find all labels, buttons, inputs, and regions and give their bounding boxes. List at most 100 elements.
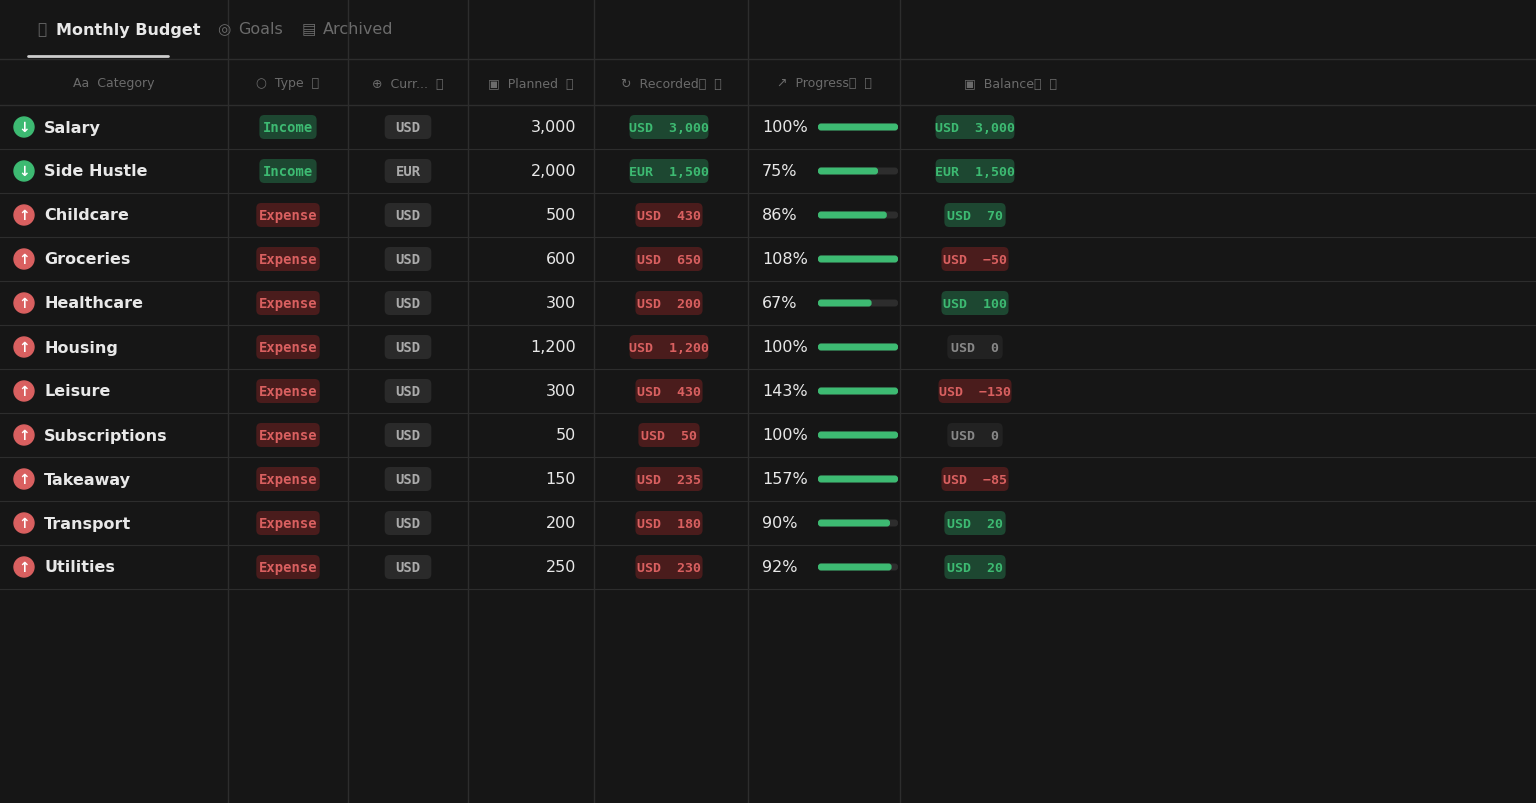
FancyBboxPatch shape (636, 247, 702, 271)
FancyBboxPatch shape (819, 300, 899, 307)
FancyBboxPatch shape (636, 380, 702, 403)
Text: Goals: Goals (238, 22, 283, 38)
Text: USD  1,200: USD 1,200 (630, 341, 710, 354)
Text: USD  20: USD 20 (948, 560, 1003, 574)
Text: ○  Type  ⓘ: ○ Type ⓘ (257, 77, 319, 91)
Text: Expense: Expense (258, 209, 318, 222)
Text: Monthly Budget: Monthly Budget (55, 22, 201, 38)
Text: Side Hustle: Side Hustle (45, 165, 147, 179)
Circle shape (14, 470, 34, 489)
Text: USD: USD (395, 296, 421, 311)
FancyBboxPatch shape (636, 512, 702, 536)
FancyBboxPatch shape (257, 467, 319, 491)
Text: Expense: Expense (258, 429, 318, 442)
Text: USD  −50: USD −50 (943, 253, 1008, 266)
Text: Expense: Expense (258, 340, 318, 355)
Circle shape (14, 513, 34, 533)
Text: ◎: ◎ (218, 22, 230, 38)
Text: ↻  Recorded✨  ⓘ: ↻ Recorded✨ ⓘ (621, 77, 722, 91)
FancyBboxPatch shape (384, 556, 432, 579)
FancyBboxPatch shape (636, 467, 702, 491)
Text: 90%: 90% (762, 516, 797, 531)
Text: USD  0: USD 0 (951, 341, 998, 354)
FancyBboxPatch shape (945, 512, 1006, 536)
FancyBboxPatch shape (819, 169, 899, 175)
FancyBboxPatch shape (819, 520, 889, 527)
Text: Expense: Expense (258, 296, 318, 311)
Text: Salary: Salary (45, 120, 101, 136)
FancyBboxPatch shape (630, 116, 708, 140)
Text: 100%: 100% (762, 120, 808, 136)
Text: 157%: 157% (762, 472, 808, 487)
Text: 2,000: 2,000 (530, 165, 576, 179)
Text: Transport: Transport (45, 516, 131, 531)
FancyBboxPatch shape (819, 344, 899, 351)
FancyBboxPatch shape (384, 423, 432, 447)
Text: ↓: ↓ (18, 165, 29, 179)
FancyBboxPatch shape (819, 124, 899, 132)
Text: Expense: Expense (258, 253, 318, 267)
FancyBboxPatch shape (384, 204, 432, 228)
Text: USD: USD (395, 209, 421, 222)
Circle shape (14, 206, 34, 226)
FancyBboxPatch shape (819, 388, 899, 395)
Text: USD  430: USD 430 (637, 210, 700, 222)
FancyBboxPatch shape (384, 291, 432, 316)
Text: USD: USD (395, 120, 421, 135)
Text: USD: USD (395, 429, 421, 442)
Text: ▣  Planned  ⓘ: ▣ Planned ⓘ (488, 77, 574, 91)
FancyBboxPatch shape (819, 169, 879, 175)
FancyBboxPatch shape (819, 564, 891, 571)
Text: USD: USD (395, 385, 421, 398)
Text: USD: USD (395, 560, 421, 574)
Text: Expense: Expense (258, 560, 318, 574)
Circle shape (14, 118, 34, 138)
FancyBboxPatch shape (819, 344, 899, 351)
Text: USD  100: USD 100 (943, 297, 1008, 310)
FancyBboxPatch shape (260, 116, 316, 140)
FancyBboxPatch shape (630, 336, 708, 360)
Text: 50: 50 (556, 428, 576, 443)
FancyBboxPatch shape (257, 291, 319, 316)
FancyBboxPatch shape (948, 423, 1003, 447)
FancyBboxPatch shape (384, 380, 432, 403)
Text: Subscriptions: Subscriptions (45, 428, 167, 443)
FancyBboxPatch shape (819, 432, 899, 439)
Text: Expense: Expense (258, 472, 318, 487)
FancyBboxPatch shape (819, 256, 899, 263)
Text: USD  200: USD 200 (637, 297, 700, 310)
Text: 📅: 📅 (37, 22, 46, 38)
Text: EUR  1,500: EUR 1,500 (935, 165, 1015, 178)
Text: USD  50: USD 50 (641, 429, 697, 442)
FancyBboxPatch shape (384, 512, 432, 536)
FancyBboxPatch shape (639, 423, 699, 447)
Text: EUR  1,500: EUR 1,500 (630, 165, 710, 178)
Text: Childcare: Childcare (45, 208, 129, 223)
FancyBboxPatch shape (942, 247, 1009, 271)
FancyBboxPatch shape (260, 160, 316, 184)
FancyBboxPatch shape (636, 556, 702, 579)
Text: Income: Income (263, 120, 313, 135)
Text: USD: USD (395, 340, 421, 355)
FancyBboxPatch shape (819, 520, 899, 527)
Text: ↑: ↑ (18, 209, 29, 222)
Text: EUR: EUR (395, 165, 421, 179)
Text: USD  3,000: USD 3,000 (935, 121, 1015, 134)
Text: ▣  Balance✨  ⓘ: ▣ Balance✨ ⓘ (963, 77, 1057, 91)
FancyBboxPatch shape (384, 247, 432, 271)
Text: Housing: Housing (45, 340, 118, 355)
FancyBboxPatch shape (819, 300, 871, 307)
FancyBboxPatch shape (819, 212, 899, 219)
FancyBboxPatch shape (819, 388, 899, 395)
Text: 67%: 67% (762, 296, 797, 311)
FancyBboxPatch shape (945, 556, 1006, 579)
FancyBboxPatch shape (942, 291, 1009, 316)
FancyBboxPatch shape (942, 467, 1009, 491)
FancyBboxPatch shape (384, 467, 432, 491)
FancyBboxPatch shape (257, 512, 319, 536)
FancyBboxPatch shape (636, 204, 702, 228)
Text: ↑: ↑ (18, 472, 29, 487)
Text: ↑: ↑ (18, 429, 29, 442)
Text: ↗  Progress✨  ⓘ: ↗ Progress✨ ⓘ (777, 77, 871, 91)
FancyBboxPatch shape (948, 336, 1003, 360)
